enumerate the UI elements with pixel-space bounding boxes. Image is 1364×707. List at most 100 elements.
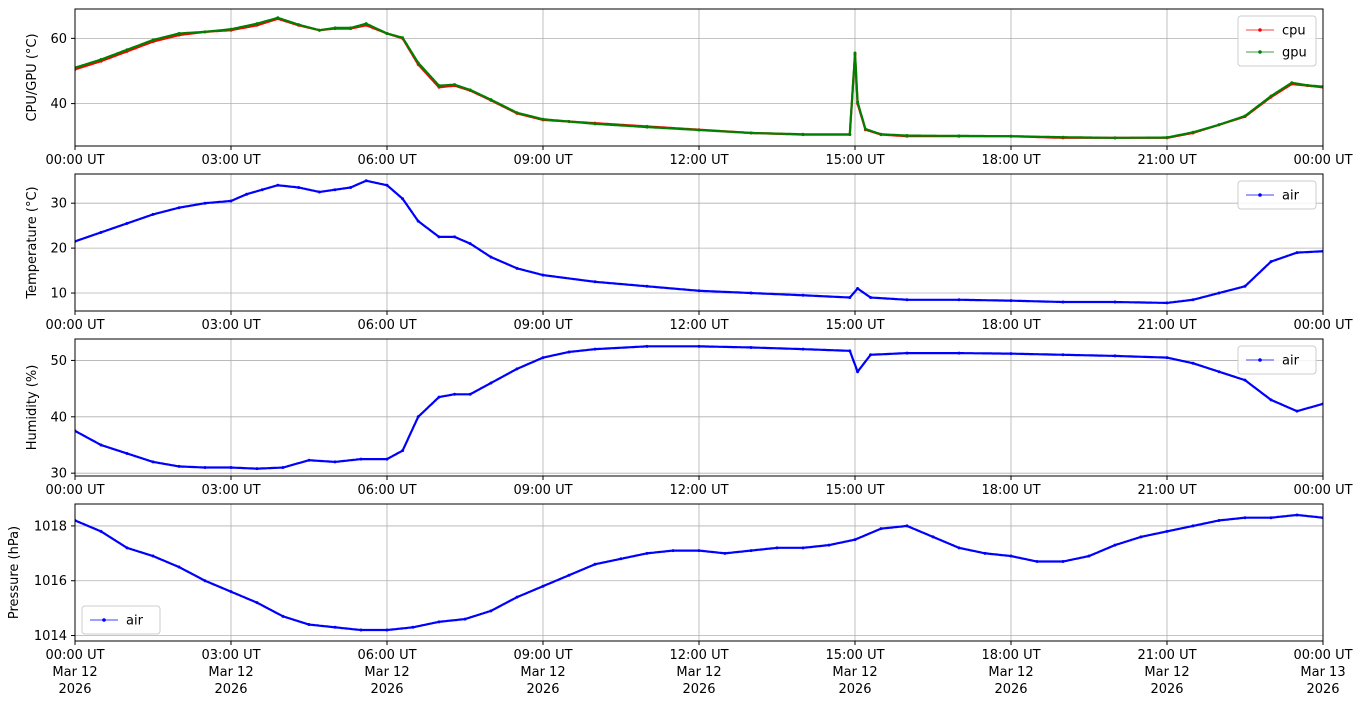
- data-point: [541, 117, 545, 121]
- data-point: [411, 625, 415, 629]
- x-tick-label: 00:00 UT: [45, 153, 104, 168]
- data-point: [1295, 251, 1299, 255]
- x-tick-label: 06:00 UT: [357, 153, 416, 168]
- data-point: [203, 466, 207, 470]
- x-tick-label: 18:00 UT: [981, 153, 1040, 168]
- data-point: [1217, 123, 1221, 127]
- data-point: [1295, 409, 1299, 413]
- data-point: [229, 27, 233, 31]
- data-point: [1113, 136, 1117, 140]
- data-point: [333, 26, 337, 30]
- data-point: [1217, 518, 1221, 522]
- data-point: [869, 353, 873, 357]
- x-tick-label: 18:00 UT Mar 12 2026: [981, 648, 1040, 697]
- x-tick-label: 21:00 UT: [1137, 483, 1196, 498]
- data-point: [401, 449, 405, 453]
- data-point: [697, 128, 701, 132]
- data-point: [416, 219, 420, 223]
- data-point: [801, 347, 805, 351]
- legend-box: [81, 605, 161, 635]
- legend: air: [1237, 180, 1317, 210]
- x-tick-label: 12:00 UT: [669, 483, 728, 498]
- y-axis-label: CPU/GPU (°C): [25, 33, 40, 121]
- y-axis-label: Pressure (hPa): [7, 526, 22, 619]
- x-tick-label: 18:00 UT: [981, 318, 1040, 333]
- data-point: [1113, 543, 1117, 547]
- data-point: [957, 546, 961, 550]
- data-point: [983, 551, 987, 555]
- data-point: [317, 28, 321, 32]
- data-point: [515, 367, 519, 371]
- data-point: [453, 83, 457, 87]
- x-tick-label: 09:00 UT Mar 12 2026: [513, 648, 572, 697]
- x-tick-label: 00:00 UT: [1293, 483, 1352, 498]
- legend: air: [81, 605, 161, 635]
- series-air: [75, 344, 1323, 471]
- data-point: [489, 609, 493, 613]
- x-tick-label: 12:00 UT: [669, 153, 728, 168]
- legend-box: [1237, 345, 1317, 375]
- data-point: [364, 179, 368, 183]
- data-point: [151, 460, 155, 464]
- data-point: [297, 23, 301, 27]
- data-point: [856, 100, 860, 104]
- data-point: [801, 546, 805, 550]
- chart-panel-4: 1014 1016 1018 00:00 UT Mar 12 2026 03:00 UT Ma…: [7, 503, 1353, 697]
- data-point: [1061, 135, 1065, 139]
- legend-marker-cpu: [1258, 28, 1262, 32]
- data-point: [489, 381, 493, 385]
- y-tick-label: 1018: [34, 519, 67, 534]
- data-point: [1269, 260, 1273, 264]
- data-point: [437, 84, 441, 88]
- x-tick-label: 00:00 UT: [1293, 153, 1352, 168]
- data-point: [957, 134, 961, 138]
- y-tick-label: 1016: [34, 574, 67, 589]
- data-point: [463, 617, 467, 621]
- data-point: [125, 546, 129, 550]
- data-point: [931, 535, 935, 539]
- data-point: [593, 280, 597, 284]
- data-point: [416, 61, 420, 65]
- x-tick-label: 00:00 UT: [45, 318, 104, 333]
- chart-panel-3: 30 40 50 00:00 UT 03:00 UT 06:00 UT 09:00 UT 12…: [25, 338, 1353, 498]
- y-tick-label: 1014: [34, 629, 67, 644]
- data-point: [349, 185, 353, 189]
- data-point: [619, 557, 623, 561]
- data-point: [307, 458, 311, 462]
- data-point: [1009, 352, 1013, 356]
- data-point: [99, 230, 103, 234]
- legend-label-air: air: [1282, 189, 1300, 204]
- data-point: [437, 620, 441, 624]
- data-point: [453, 235, 457, 239]
- data-point: [749, 345, 753, 349]
- data-point: [697, 344, 701, 348]
- data-point: [515, 266, 519, 270]
- data-point: [1243, 114, 1247, 118]
- data-point: [905, 351, 909, 355]
- data-point: [1061, 300, 1065, 304]
- data-point: [801, 132, 805, 136]
- data-point: [1165, 356, 1169, 360]
- data-point: [856, 370, 860, 374]
- data-point: [848, 296, 852, 300]
- data-point: [364, 22, 368, 26]
- data-point: [869, 296, 873, 300]
- data-point: [359, 628, 363, 632]
- x-tick-label: 00:00 UT: [45, 483, 104, 498]
- data-point: [1087, 554, 1091, 558]
- data-point: [697, 289, 701, 293]
- data-point: [1243, 516, 1247, 520]
- data-point: [489, 98, 493, 102]
- y-tick-label: 40: [50, 97, 67, 112]
- data-point: [1061, 353, 1065, 357]
- data-point: [1165, 301, 1169, 305]
- x-tick-label: 06:00 UT Mar 12 2026: [357, 648, 416, 697]
- data-point: [1191, 130, 1195, 134]
- data-point: [385, 457, 389, 461]
- data-point: [276, 183, 280, 187]
- data-point: [645, 344, 649, 348]
- x-tick-label: 12:00 UT Mar 12 2026: [669, 648, 728, 697]
- data-point: [177, 565, 181, 569]
- y-tick-label: 50: [50, 354, 67, 369]
